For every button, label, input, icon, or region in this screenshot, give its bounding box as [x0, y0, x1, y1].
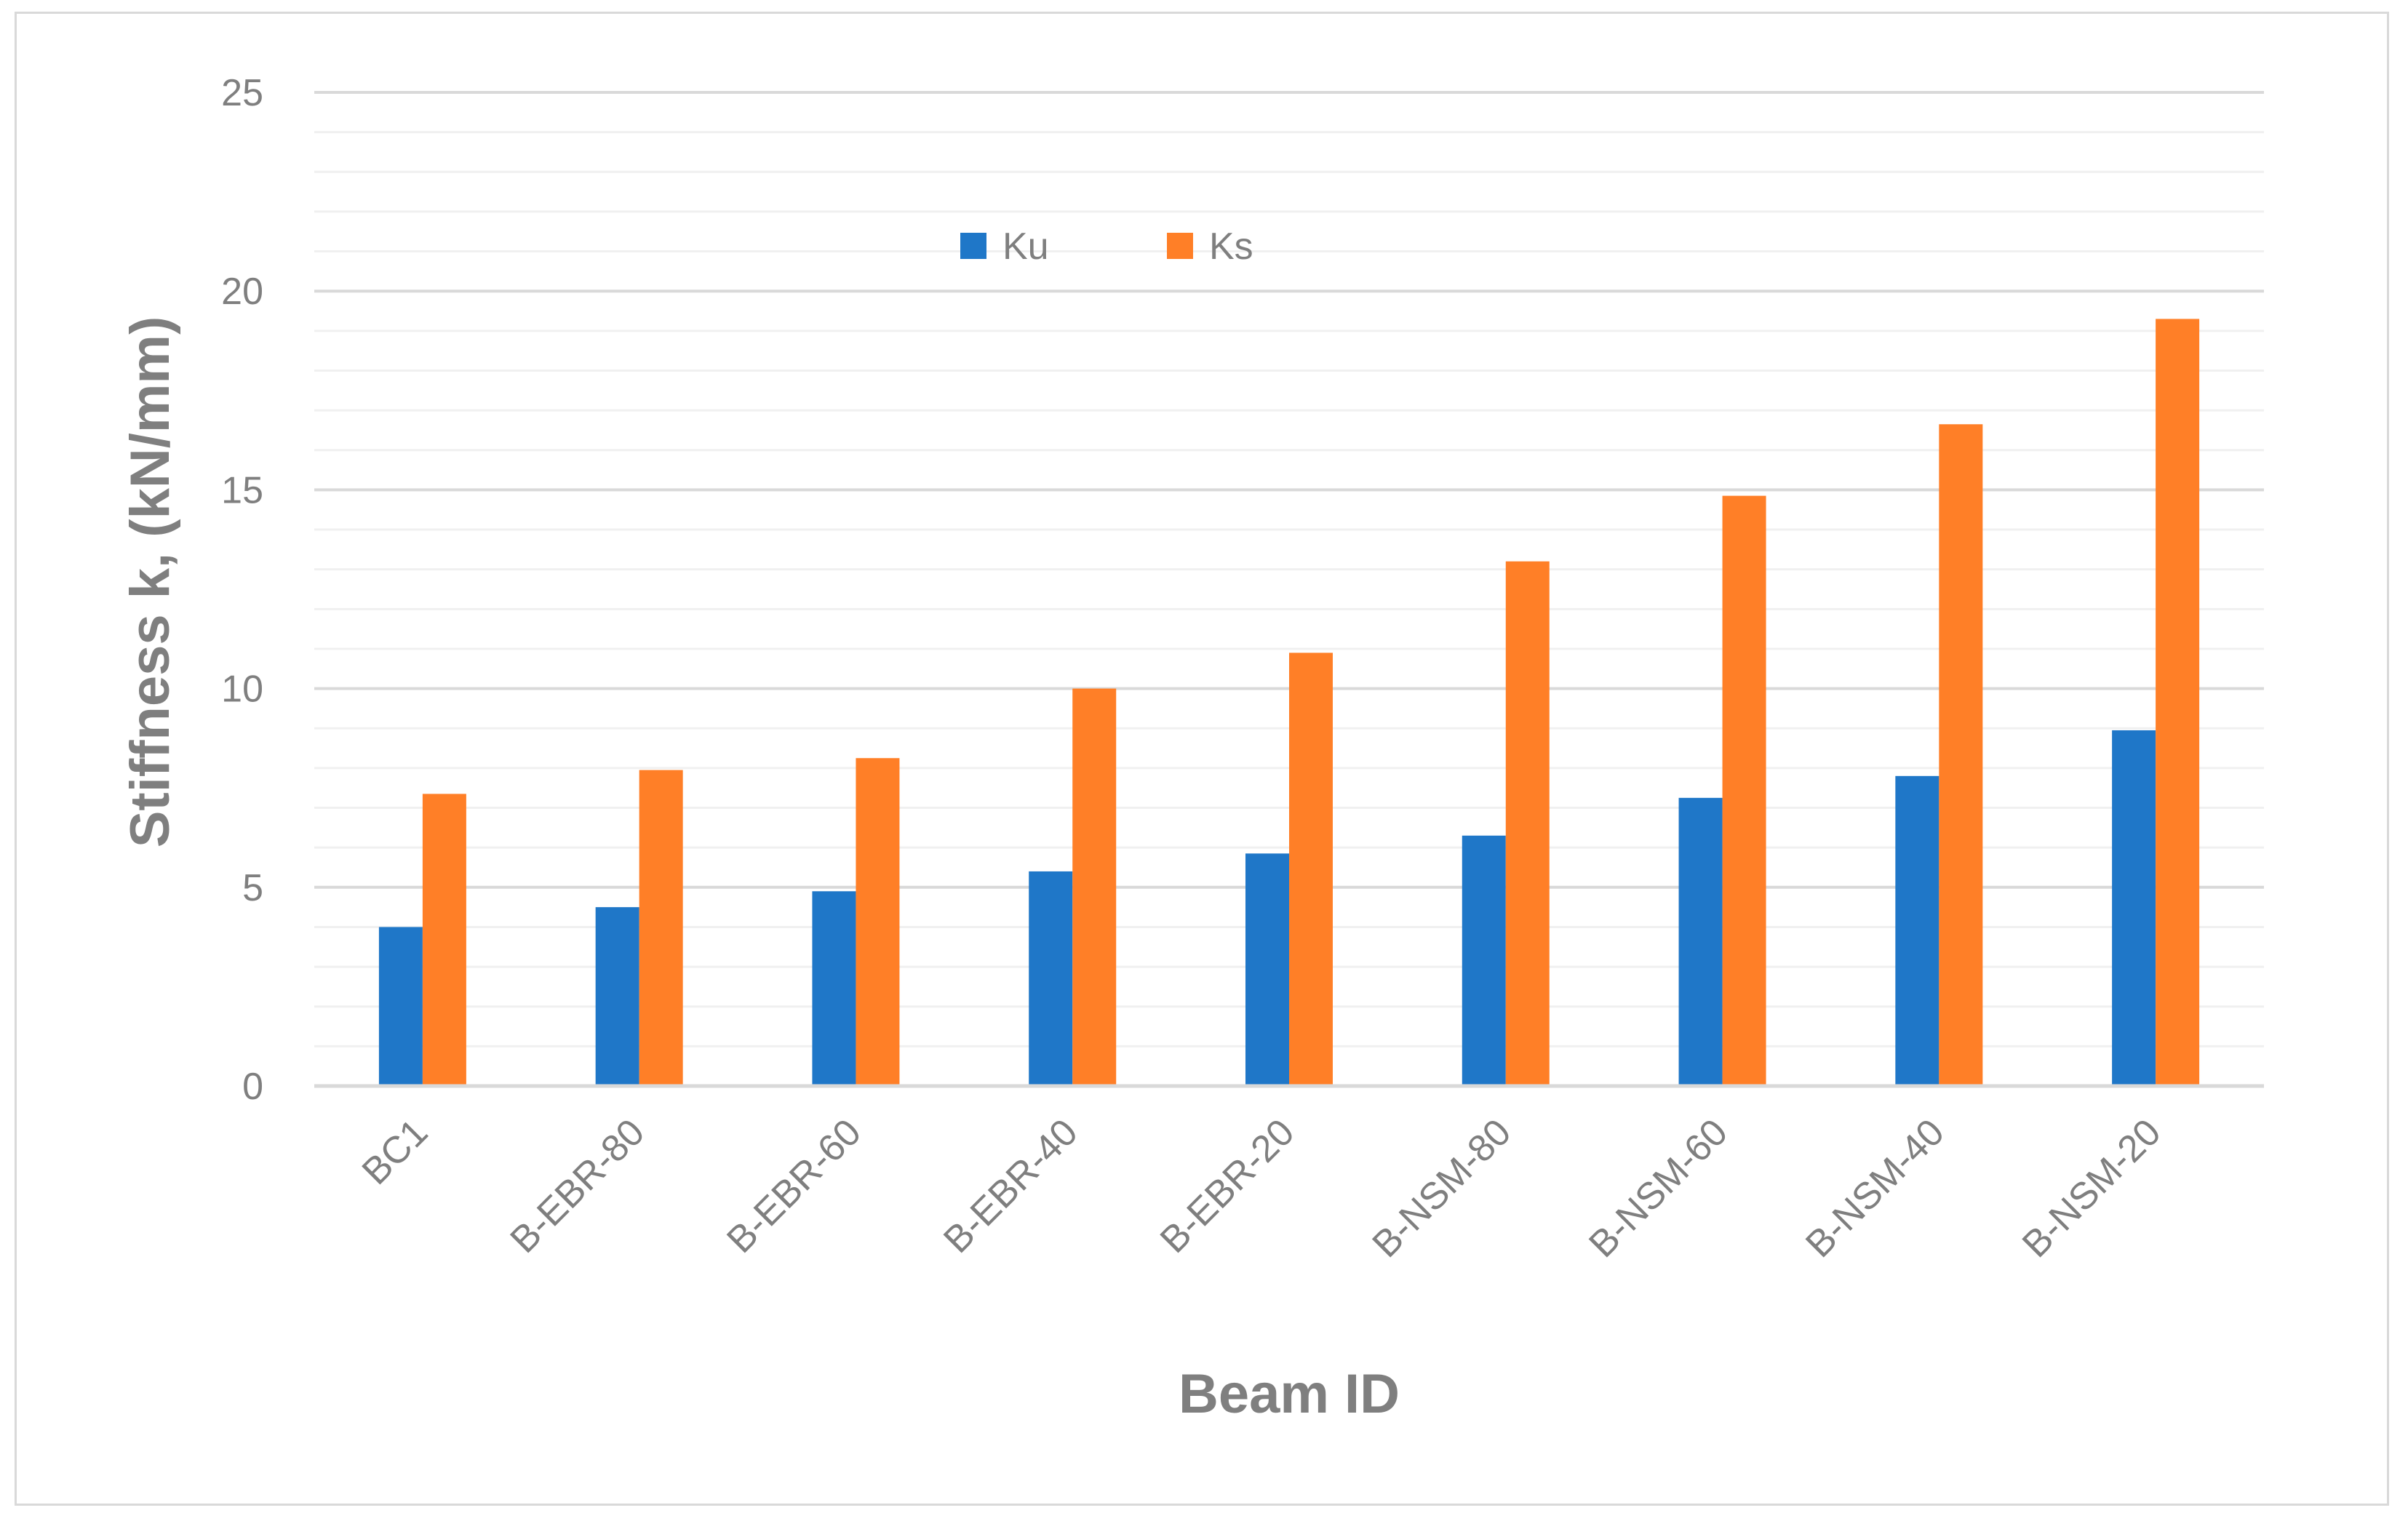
x-tick-label: B-NSM-60: [1581, 1111, 1736, 1266]
bar-ku-b-ebr-20: [1245, 853, 1289, 1086]
x-axis-title: Beam ID: [1179, 1363, 1400, 1425]
legend-label-ks: Ks: [1209, 225, 1253, 268]
y-tick-label: 20: [221, 271, 263, 313]
x-axis-tick-labels: BC1 B-EBR-80 B-EBR-60 B-EBR-40 B-EBR-20 B-NSM…: [354, 1111, 2169, 1266]
legend-label-ku: Ku: [1002, 225, 1049, 268]
y-axis-title: Stiffness k, (kN/mm): [119, 316, 181, 848]
x-tick-label: BC1: [354, 1111, 436, 1193]
x-tick-label: B-EBR-60: [719, 1111, 869, 1261]
bars: [378, 319, 2200, 1086]
y-axis-tick-labels: 0 5 10 15 20 25: [221, 72, 263, 1108]
x-tick-label: B-NSM-40: [1798, 1111, 1953, 1266]
bar-ks-b-nsm-60: [1722, 495, 1766, 1086]
y-tick-label: 0: [242, 1066, 263, 1108]
bar-ks-b-ebr-20: [1289, 652, 1333, 1086]
bar-ku-bc1: [378, 927, 423, 1086]
bar-ku-b-ebr-40: [1029, 871, 1073, 1086]
y-tick-label: 25: [221, 72, 263, 114]
bar-ks-b-nsm-40: [1939, 424, 1983, 1086]
x-tick-label: B-NSM-80: [1365, 1111, 1520, 1266]
bar-ks-b-ebr-80: [639, 770, 683, 1086]
bar-ku-b-nsm-80: [1462, 835, 1506, 1086]
x-tick-label: B-EBR-20: [1152, 1111, 1303, 1261]
legend-swatch-ku: [960, 233, 986, 259]
bar-ku-b-nsm-40: [1895, 775, 1939, 1086]
bar-ku-b-nsm-60: [1678, 797, 1723, 1086]
bar-ku-b-ebr-60: [812, 891, 856, 1086]
chart-frame: [15, 12, 2389, 1506]
bar-ks-b-ebr-60: [856, 758, 900, 1086]
bar-ks-b-nsm-20: [2156, 319, 2200, 1086]
bar-ku-b-nsm-20: [2112, 730, 2156, 1086]
y-tick-label: 10: [221, 668, 263, 711]
y-tick-label: 15: [221, 469, 263, 511]
bar-ks-b-nsm-80: [1505, 561, 1550, 1086]
bar-ks-b-ebr-40: [1072, 688, 1117, 1086]
y-tick-label: 5: [242, 867, 263, 909]
legend-swatch-ks: [1167, 233, 1193, 259]
x-tick-label: B-EBR-40: [936, 1111, 1086, 1261]
x-tick-label: B-EBR-80: [503, 1111, 653, 1261]
bar-ks-bc1: [422, 794, 466, 1086]
legend: Ku Ks: [960, 225, 1253, 268]
bar-ku-b-ebr-80: [595, 907, 639, 1086]
x-tick-label: B-NSM-20: [2014, 1111, 2169, 1266]
